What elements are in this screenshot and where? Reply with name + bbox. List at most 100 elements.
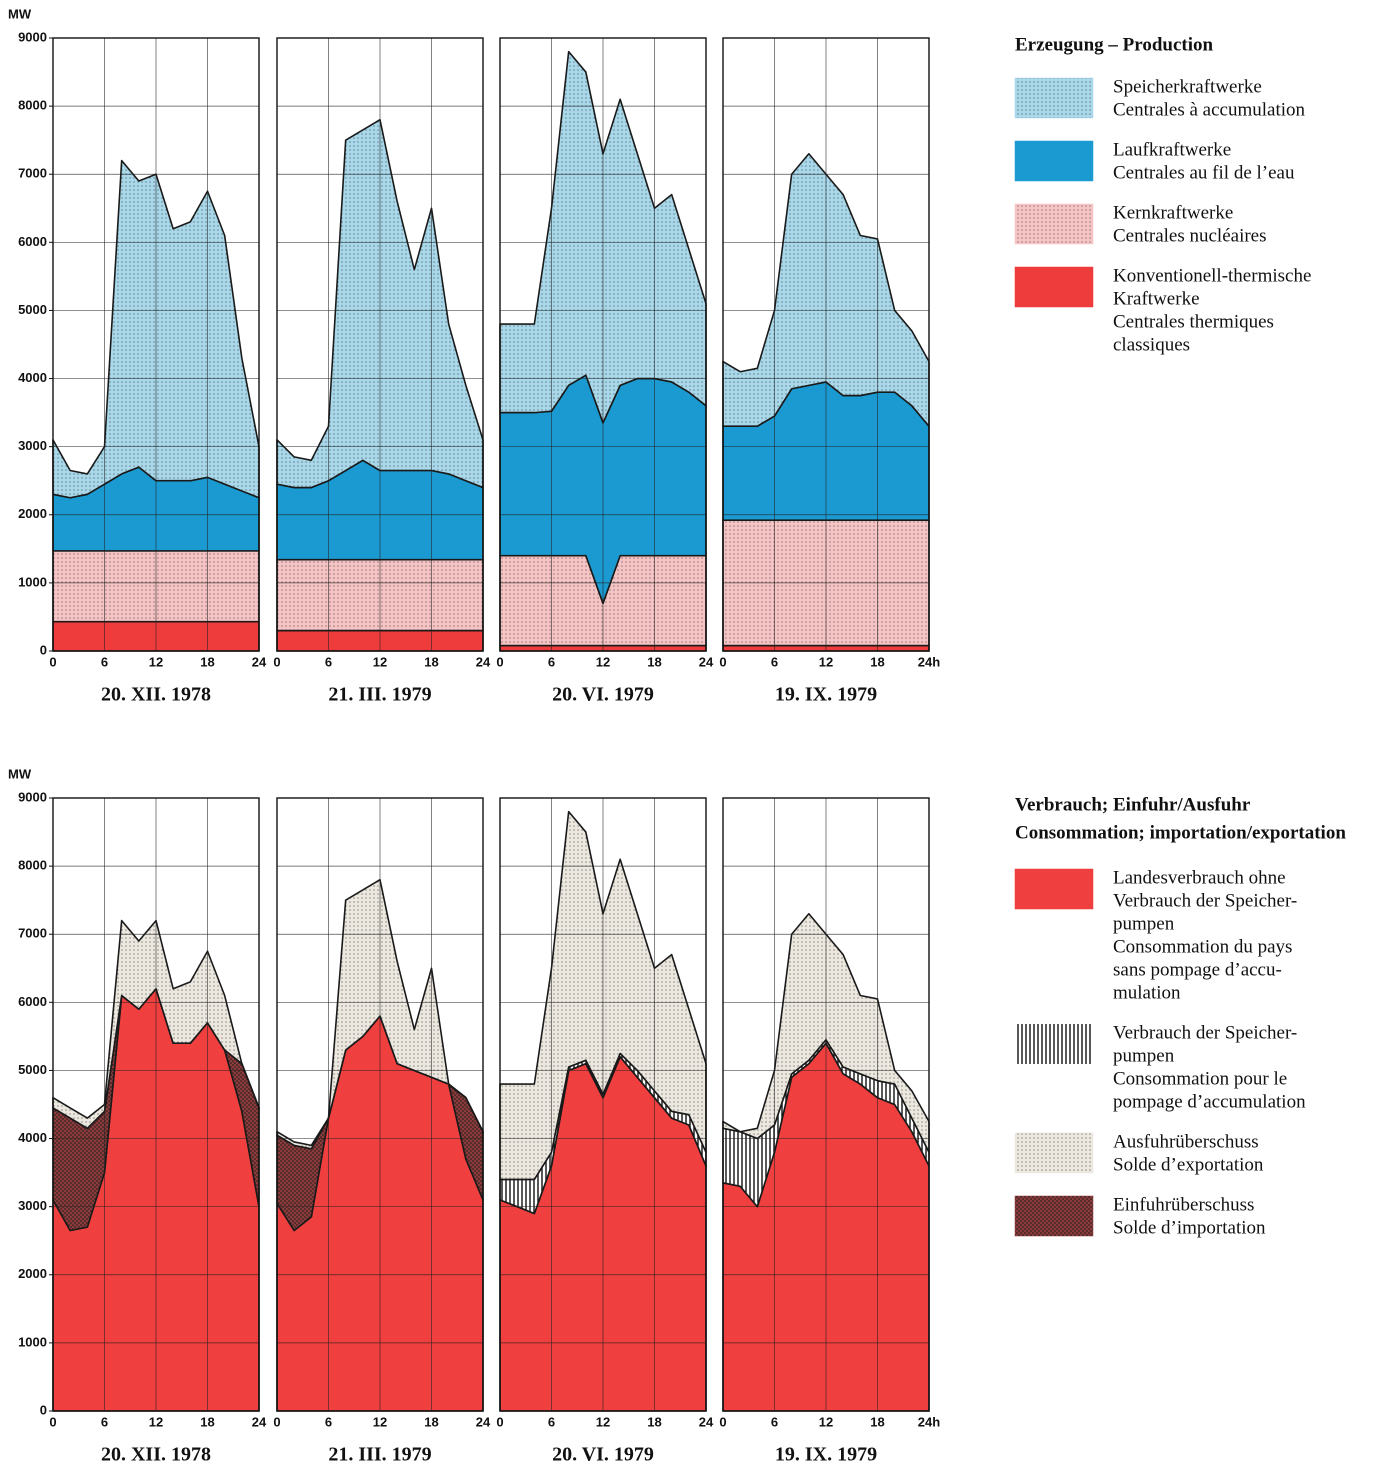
x-tick-label: 0 bbox=[273, 654, 280, 669]
panel: 0 6 12 18 24 21. III. 1979 bbox=[273, 37, 491, 706]
legend-label: Speicherkraftwerke bbox=[1113, 76, 1262, 97]
x-tick-label: 18 bbox=[870, 1414, 884, 1429]
x-tick-label: 12 bbox=[819, 654, 833, 669]
panel: 0 6 12 18 24 20. VI. 1979 bbox=[496, 37, 714, 706]
y-tick-label: 3000 bbox=[18, 438, 47, 453]
x-tick-label: 6 bbox=[325, 654, 332, 669]
panel: 0 6 12 18 24h 19. IX. 1979 bbox=[719, 37, 940, 706]
x-tick-label: 0 bbox=[273, 1414, 280, 1429]
legend-label: Laufkraftwerke bbox=[1113, 139, 1231, 160]
y-tick-label: 9000 bbox=[18, 29, 47, 44]
legend-label: classiques bbox=[1113, 334, 1190, 355]
x-tick-label: 0 bbox=[49, 1414, 56, 1429]
legend-label: Centrales nucléaires bbox=[1113, 225, 1267, 246]
legend-label: pumpen bbox=[1113, 1045, 1175, 1066]
legend-swatch bbox=[1014, 868, 1094, 910]
legend-title: Erzeugung – Production bbox=[1015, 34, 1214, 55]
y-tick-label: 1000 bbox=[18, 574, 47, 589]
y-tick-label: 7000 bbox=[18, 166, 47, 181]
panel: 0 6 12 18 24h 19. IX. 1979 bbox=[719, 797, 940, 1466]
x-tick-label: 6 bbox=[325, 1414, 332, 1429]
panel-frame bbox=[276, 37, 484, 652]
legend-swatch bbox=[1014, 266, 1094, 308]
x-tick-label: 6 bbox=[548, 1414, 555, 1429]
x-tick-label: 0 bbox=[49, 654, 56, 669]
x-tick-label: 18 bbox=[647, 654, 661, 669]
y-tick-label: 1000 bbox=[18, 1334, 47, 1349]
panel-frame bbox=[722, 797, 930, 1412]
legend-title: Consommation; importation/exportation bbox=[1015, 822, 1346, 843]
y-tick-label: 2000 bbox=[18, 1266, 47, 1281]
x-tick-label: 24 bbox=[699, 1414, 714, 1429]
panel-frame bbox=[52, 797, 260, 1412]
y-tick-label: 2000 bbox=[18, 506, 47, 521]
legend-label: Verbrauch der Speicher- bbox=[1113, 890, 1297, 911]
x-tick-label: 0 bbox=[719, 654, 726, 669]
y-tick-label: 4000 bbox=[18, 1130, 47, 1145]
legend-label: pumpen bbox=[1113, 913, 1175, 934]
x-tick-label: 24 bbox=[252, 654, 267, 669]
x-tick-label: 18 bbox=[424, 654, 438, 669]
legend-label: pompage d’accumulation bbox=[1113, 1091, 1306, 1112]
y-tick-label: 5000 bbox=[18, 302, 47, 317]
panel-title: 21. III. 1979 bbox=[328, 684, 431, 706]
x-tick-label: 24h bbox=[918, 654, 940, 669]
x-tick-label: 0 bbox=[496, 1414, 503, 1429]
x-tick-label: 24 bbox=[476, 1414, 491, 1429]
x-tick-label: 18 bbox=[200, 1414, 214, 1429]
y-tick-label: 6000 bbox=[18, 234, 47, 249]
y-tick-label: 0 bbox=[40, 642, 47, 657]
x-tick-label: 6 bbox=[101, 654, 108, 669]
y-tick-label: 3000 bbox=[18, 1198, 47, 1213]
y-tick-label: 4000 bbox=[18, 370, 47, 385]
legend-label: Kraftwerke bbox=[1113, 288, 1200, 309]
panel-frame bbox=[722, 37, 930, 652]
panel: 0 6 12 18 24 20. XII. 1978 bbox=[49, 797, 267, 1466]
x-tick-label: 24 bbox=[476, 654, 491, 669]
x-tick-label: 6 bbox=[548, 654, 555, 669]
x-tick-label: 0 bbox=[719, 1414, 726, 1429]
legend-label: Consommation pour le bbox=[1113, 1068, 1287, 1089]
x-tick-label: 18 bbox=[200, 654, 214, 669]
legend-swatch bbox=[1014, 1132, 1094, 1174]
y-axis-label: MW bbox=[8, 766, 32, 781]
legend-label: Solde d’importation bbox=[1113, 1217, 1266, 1238]
legend-label: Konventionell-thermische bbox=[1113, 265, 1311, 286]
panel-frame bbox=[276, 797, 484, 1412]
legend-label: Centrales thermiques bbox=[1113, 311, 1274, 332]
panel-title: 19. IX. 1979 bbox=[775, 1444, 877, 1466]
x-tick-label: 24 bbox=[699, 654, 714, 669]
legend-label: Centrales à accumulation bbox=[1113, 99, 1306, 120]
panel-title: 20. VI. 1979 bbox=[552, 1444, 654, 1466]
x-tick-label: 12 bbox=[373, 654, 387, 669]
panel: 0 6 12 18 24 20. XII. 1978 bbox=[49, 37, 267, 706]
legend-label: mulation bbox=[1113, 982, 1181, 1003]
x-tick-label: 6 bbox=[771, 1414, 778, 1429]
legend-swatch bbox=[1014, 203, 1094, 245]
y-tick-label: 8000 bbox=[18, 98, 47, 113]
x-tick-label: 18 bbox=[870, 654, 884, 669]
panel: 0 6 12 18 24 21. III. 1979 bbox=[273, 797, 491, 1466]
x-tick-label: 12 bbox=[596, 654, 610, 669]
x-tick-label: 24h bbox=[918, 1414, 940, 1429]
panel-frame bbox=[499, 797, 707, 1412]
y-tick-label: 8000 bbox=[18, 858, 47, 873]
legend-label: sans pompage d’accu- bbox=[1113, 959, 1282, 980]
y-tick-label: 6000 bbox=[18, 994, 47, 1009]
legend-label: Solde d’exportation bbox=[1113, 1154, 1264, 1175]
x-tick-label: 12 bbox=[596, 1414, 610, 1429]
x-tick-label: 12 bbox=[373, 1414, 387, 1429]
panel-title: 20. XII. 1978 bbox=[101, 684, 211, 706]
legend-swatch bbox=[1014, 140, 1094, 182]
x-tick-label: 6 bbox=[101, 1414, 108, 1429]
legend-label: Verbrauch der Speicher- bbox=[1113, 1022, 1297, 1043]
panel-frame bbox=[499, 37, 707, 652]
legend-label: Ausfuhrüberschuss bbox=[1113, 1131, 1259, 1152]
legend-label: Landesverbrauch ohne bbox=[1113, 867, 1286, 888]
x-tick-label: 0 bbox=[496, 654, 503, 669]
panel: 0 6 12 18 24 20. VI. 1979 bbox=[496, 797, 714, 1466]
legend-label: Einfuhrüberschuss bbox=[1113, 1194, 1254, 1215]
legend-swatch bbox=[1014, 1195, 1094, 1237]
y-tick-label: 9000 bbox=[18, 789, 47, 804]
